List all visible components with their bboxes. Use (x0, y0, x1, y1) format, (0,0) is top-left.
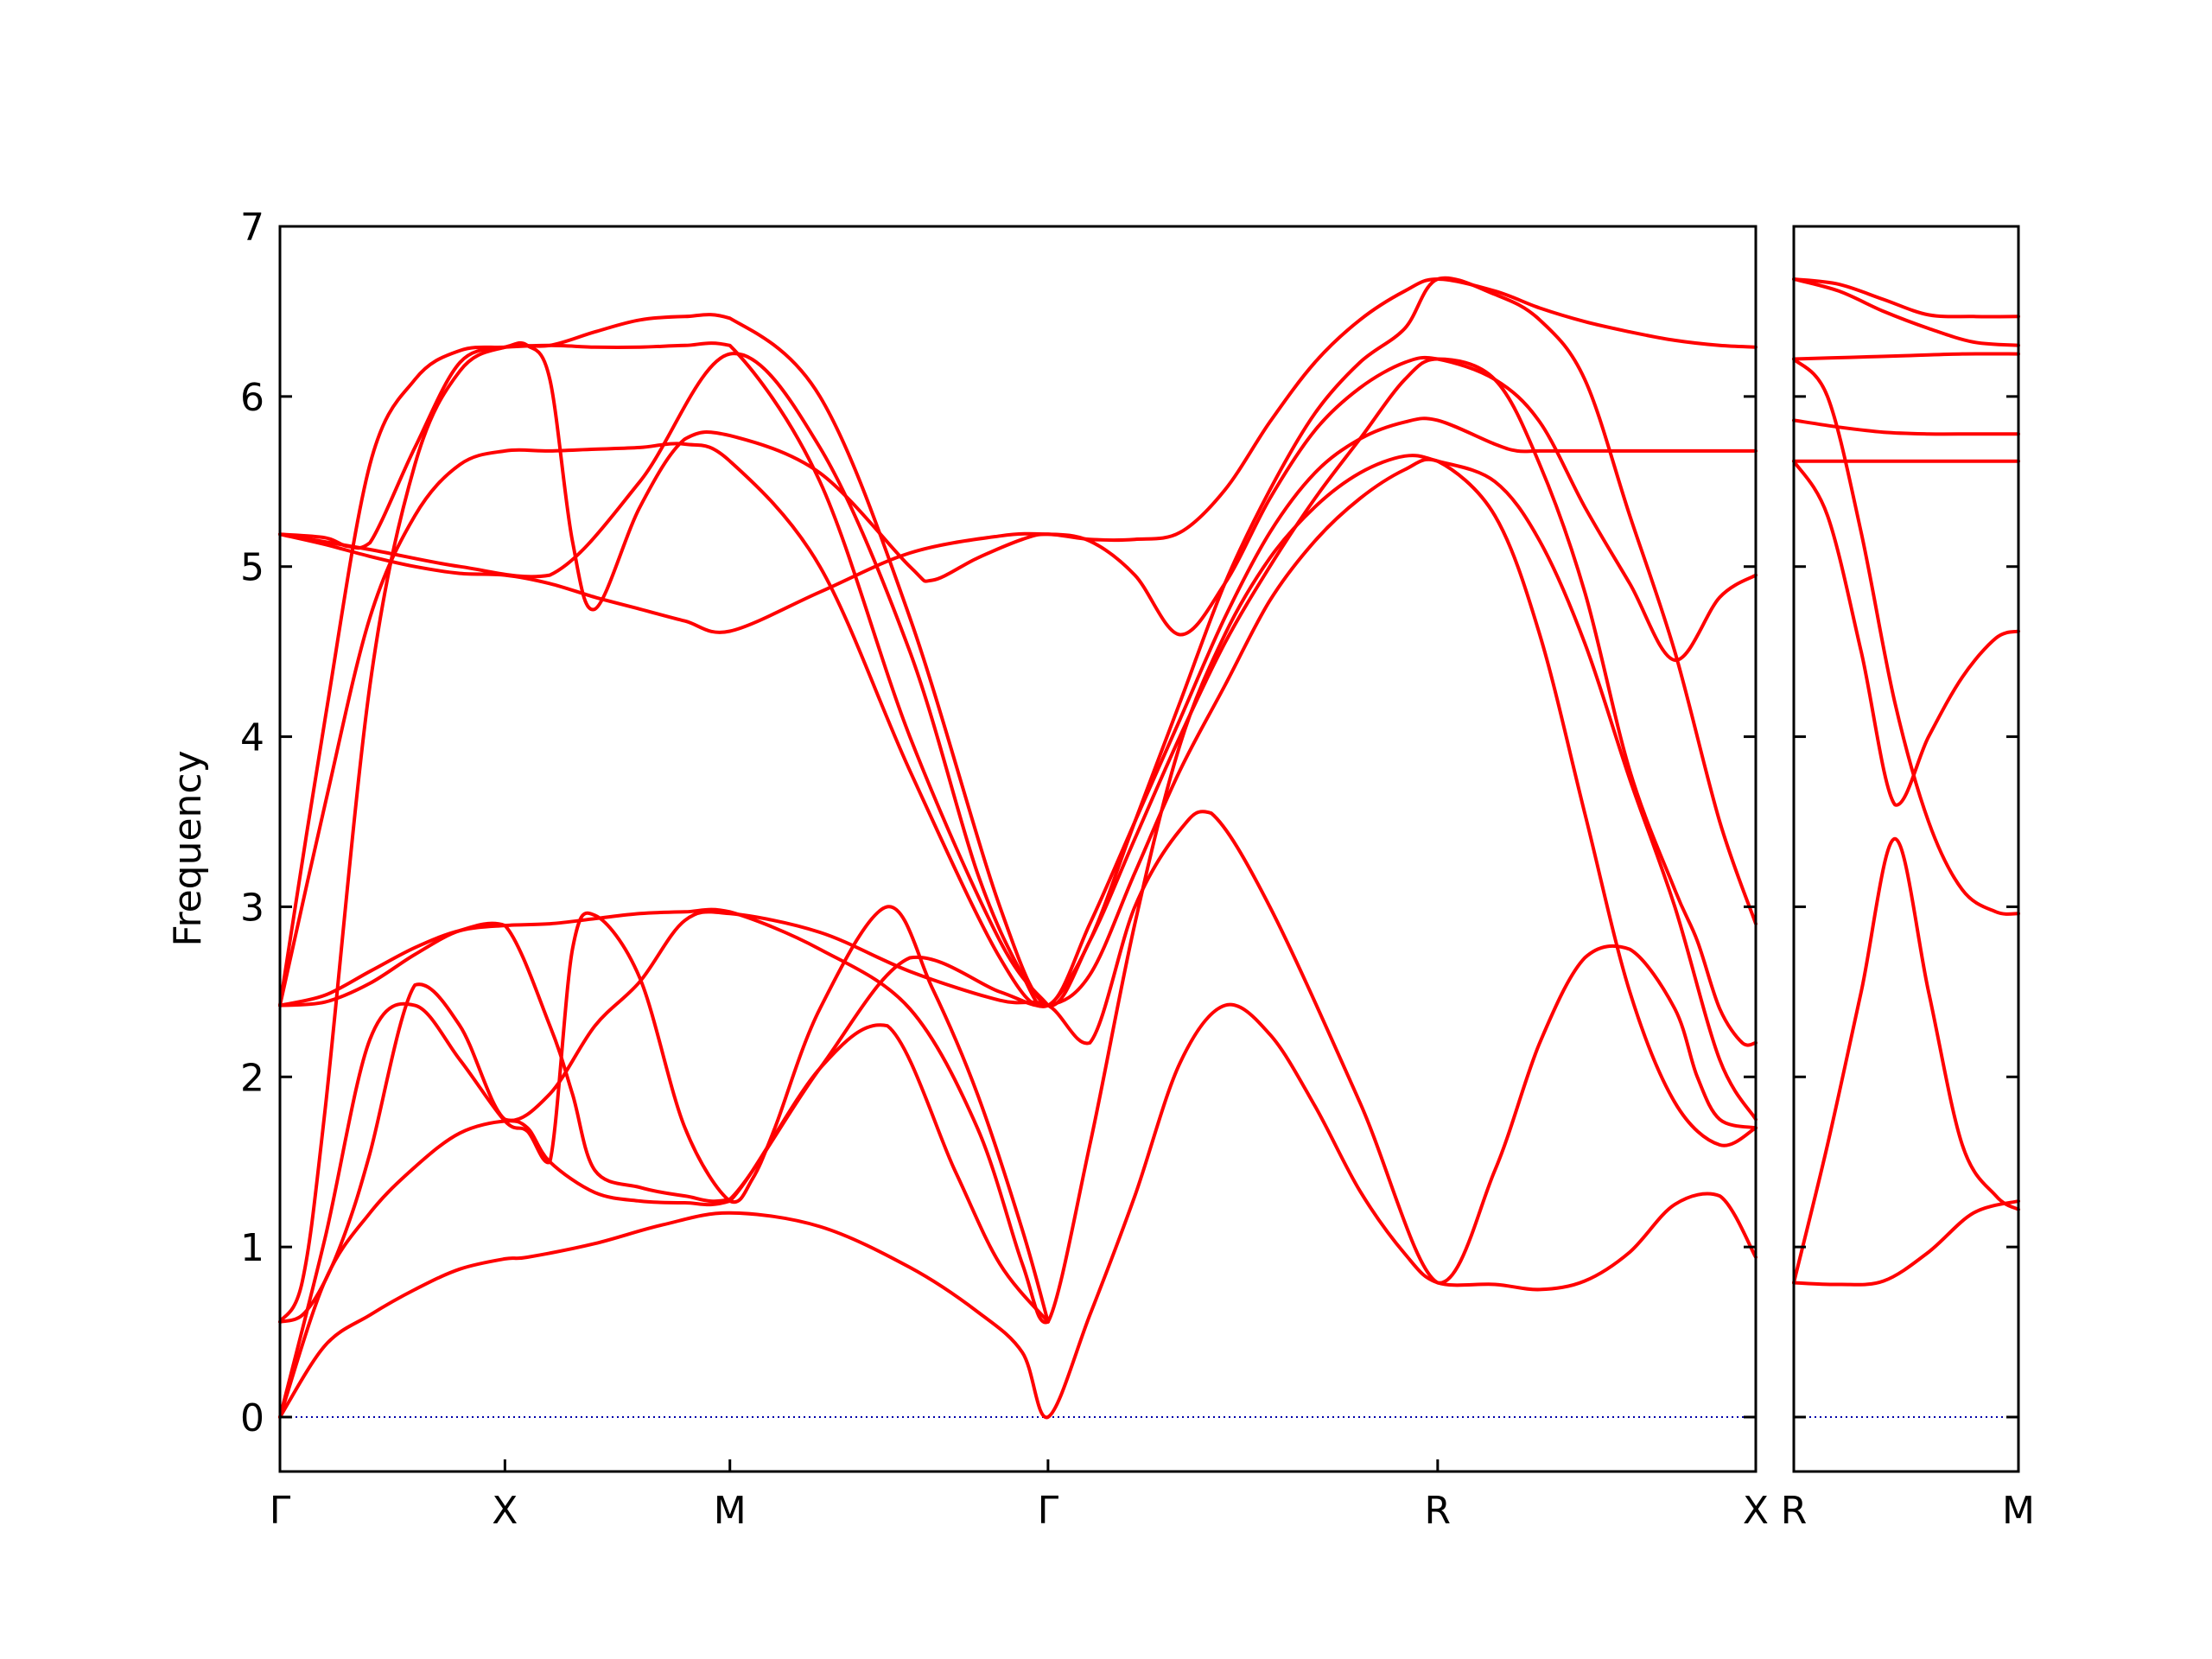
y-tick-label: 0 (240, 1396, 264, 1440)
kpoint-label: M (714, 1489, 747, 1533)
band-2-line (278, 1023, 1050, 1419)
band-7-line (1792, 352, 2020, 361)
band-3-line (278, 905, 1050, 1419)
plot-frame (278, 225, 1758, 1473)
y-tick-label: 1 (240, 1226, 264, 1270)
band-11-line (278, 416, 1758, 1008)
y-tick-label: 4 (240, 716, 264, 760)
band-8-line (278, 341, 1050, 1007)
band-1-line (1792, 1199, 2020, 1287)
kpoint-label: Γ (270, 1489, 291, 1533)
band-6-line (278, 454, 1758, 1325)
band-7-line (278, 457, 1758, 1204)
band-6-line (1792, 418, 2020, 436)
band-1-line (278, 1002, 1758, 1420)
y-tick-label: 5 (240, 546, 264, 590)
band-4-line (278, 810, 1758, 1324)
kpoint-label: Γ (1038, 1489, 1059, 1533)
kpoint-label: X (492, 1489, 518, 1533)
band-8-line (1792, 277, 2020, 347)
band-5-line (278, 313, 1758, 1324)
y-tick-label: 3 (240, 886, 264, 930)
kpoint-label: M (2002, 1489, 2035, 1533)
band-9-line (1792, 277, 2020, 319)
y-tick-label: 6 (240, 376, 264, 420)
kpoint-label: X (1743, 1489, 1769, 1533)
band-10-line (278, 340, 1758, 662)
kpoint-label: R (1781, 1489, 1808, 1533)
band-2-line (1792, 836, 2020, 1285)
band-12-line (278, 276, 1758, 1008)
y-tick-label: 7 (240, 206, 264, 250)
plot-frame (1792, 225, 2020, 1473)
y-tick-label: 2 (240, 1056, 264, 1100)
band-3-line (1792, 459, 2020, 807)
band-4-line (1792, 357, 2020, 916)
main-kpath-panel: 0 1 2 3 4 5 6 7 Γ X M Γ R X (240, 206, 1769, 1533)
y-axis-label: Frequency (166, 750, 210, 946)
kpoint-label: R (1425, 1489, 1452, 1533)
